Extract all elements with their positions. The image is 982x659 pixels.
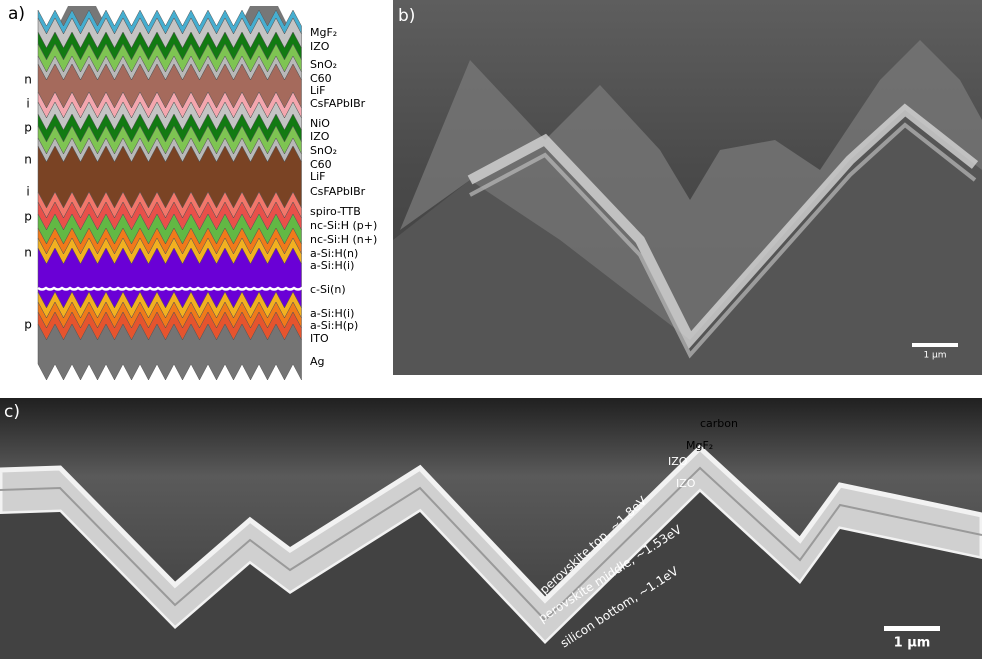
scale-bar (884, 626, 940, 631)
layer-label: NiO (310, 117, 330, 130)
panel-label: a) (8, 4, 25, 24)
doping-label: i (26, 185, 29, 199)
layer-label: SnO₂ (310, 144, 337, 157)
layer-label: CsFAPbIBr (310, 97, 366, 110)
layer-label: MgF₂ (310, 26, 337, 39)
sem-image-b (393, 0, 982, 375)
doping-label: n (24, 246, 32, 260)
layer-label: SnO₂ (310, 58, 337, 71)
panel-label: b) (398, 6, 415, 26)
annotation: IZO (668, 455, 688, 468)
layer-label: IZO (310, 130, 330, 143)
layer-label: a-Si:H(p) (310, 319, 358, 332)
figure: a) b) 1 µm c) carbon MgF₂ IZO IZO perovs… (0, 0, 982, 659)
doping-label: i (26, 97, 29, 111)
layer-label: ITO (310, 332, 329, 345)
annotation: MgF₂ (686, 439, 713, 452)
scale-bar-label: 1 µm (894, 636, 931, 651)
layer-label: LiF (310, 84, 326, 97)
layer-label: CsFAPbIBr (310, 185, 366, 198)
doping-label: p (24, 121, 32, 135)
layer-label: IZO (310, 40, 330, 53)
doping-label: n (24, 153, 32, 167)
layer-label: a-Si:H(i) (310, 259, 354, 272)
layer-label: nc-Si:H (p+) (310, 219, 377, 232)
layer-stack (38, 10, 310, 380)
doping-label: p (24, 318, 32, 332)
layer-label: nc-Si:H (n+) (310, 233, 377, 246)
sem-image-c (0, 398, 982, 659)
layer-label: c-Si(n) (310, 283, 346, 296)
wafer-break (38, 288, 310, 290)
annotation: IZO (676, 477, 696, 490)
scale-bar (912, 343, 958, 347)
doping-label: n (24, 73, 32, 87)
layer-label: Ag (310, 355, 325, 368)
layer-label: LiF (310, 170, 326, 183)
panel-label: c) (4, 402, 20, 422)
scale-bar-label: 1 µm (923, 351, 946, 361)
layer-label: spiro-TTB (310, 205, 361, 218)
doping-label: p (24, 210, 32, 224)
annotation: carbon (700, 417, 738, 430)
